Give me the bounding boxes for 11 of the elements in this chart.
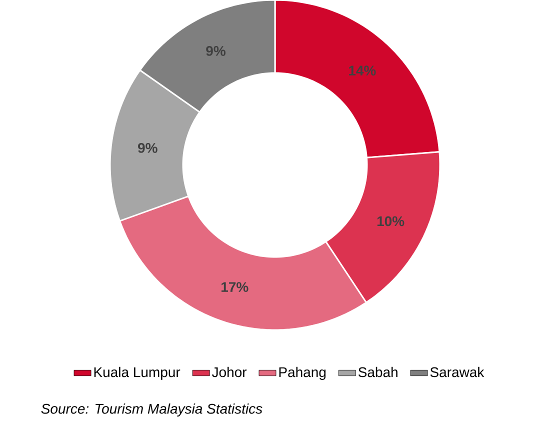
legend-label: Sabah — [358, 366, 398, 378]
data-label: 17% — [222, 282, 248, 292]
legend-label: Kuala Lumpur — [94, 366, 180, 380]
data-label: 9% — [138, 142, 158, 153]
data-label: 9% — [206, 46, 226, 56]
data-label: 10% — [377, 216, 404, 226]
legend-label: Pahang — [279, 366, 326, 380]
legend-label: Johor — [212, 366, 247, 378]
data-label: 14% — [349, 66, 376, 76]
legend-label: Sarawak — [430, 366, 484, 378]
source-note: Source: Tourism Malaysia Statistics — [41, 403, 262, 417]
